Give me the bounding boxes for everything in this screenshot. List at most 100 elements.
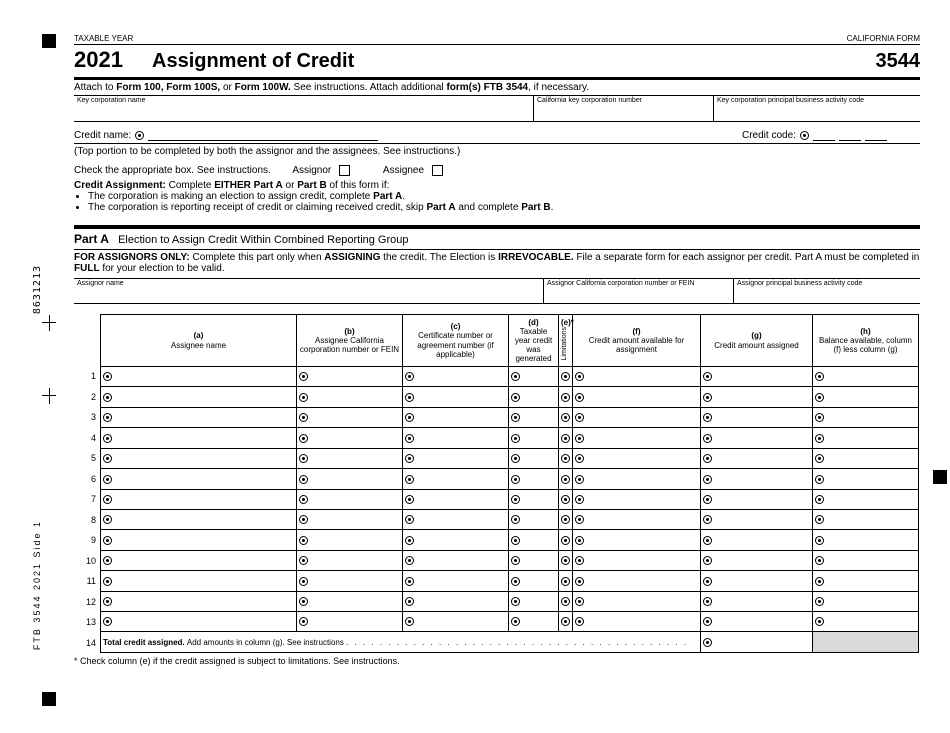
grid-cell[interactable]: [813, 550, 919, 570]
grid-cell[interactable]: [101, 367, 297, 387]
grid-cell[interactable]: [559, 571, 573, 591]
grid-cell[interactable]: [403, 489, 509, 509]
grid-cell[interactable]: [573, 387, 701, 407]
grid-cell[interactable]: [559, 469, 573, 489]
grid-cell[interactable]: [403, 550, 509, 570]
grid-cell[interactable]: [297, 530, 403, 550]
grid-cell[interactable]: [403, 530, 509, 550]
grid-cell[interactable]: [813, 387, 919, 407]
grid-cell[interactable]: [101, 612, 297, 632]
grid-cell[interactable]: [559, 428, 573, 448]
grid-cell[interactable]: [509, 530, 559, 550]
grid-cell[interactable]: [509, 591, 559, 611]
total-value-cell[interactable]: [701, 632, 813, 653]
grid-cell[interactable]: [297, 550, 403, 570]
grid-cell[interactable]: [403, 428, 509, 448]
grid-cell[interactable]: [573, 612, 701, 632]
grid-cell[interactable]: [813, 571, 919, 591]
grid-cell[interactable]: [701, 469, 813, 489]
grid-cell[interactable]: [701, 591, 813, 611]
grid-cell[interactable]: [573, 591, 701, 611]
grid-cell[interactable]: [101, 591, 297, 611]
grid-cell[interactable]: [573, 469, 701, 489]
grid-cell[interactable]: [559, 489, 573, 509]
grid-cell[interactable]: [403, 469, 509, 489]
grid-cell[interactable]: [297, 387, 403, 407]
grid-cell[interactable]: [403, 612, 509, 632]
grid-cell[interactable]: [101, 407, 297, 427]
grid-cell[interactable]: [701, 387, 813, 407]
grid-cell[interactable]: [509, 367, 559, 387]
grid-cell[interactable]: [509, 387, 559, 407]
assignor-activity-cell[interactable]: Assignor principal business activity cod…: [734, 279, 920, 303]
grid-cell[interactable]: [813, 489, 919, 509]
grid-cell[interactable]: [403, 448, 509, 468]
grid-cell[interactable]: [573, 367, 701, 387]
grid-cell[interactable]: [559, 407, 573, 427]
grid-cell[interactable]: [559, 530, 573, 550]
grid-cell[interactable]: [813, 469, 919, 489]
code-segment[interactable]: [839, 129, 861, 141]
grid-cell[interactable]: [509, 448, 559, 468]
grid-cell[interactable]: [297, 428, 403, 448]
grid-cell[interactable]: [297, 612, 403, 632]
key-corp-activity-cell[interactable]: Key corporation principal business activ…: [714, 96, 920, 121]
grid-cell[interactable]: [101, 448, 297, 468]
key-corp-number-cell[interactable]: California key corporation number: [534, 96, 714, 121]
grid-cell[interactable]: [403, 367, 509, 387]
grid-cell[interactable]: [297, 489, 403, 509]
grid-cell[interactable]: [559, 612, 573, 632]
grid-cell[interactable]: [573, 428, 701, 448]
grid-cell[interactable]: [403, 407, 509, 427]
credit-name-underline[interactable]: [148, 129, 378, 141]
grid-cell[interactable]: [573, 448, 701, 468]
grid-cell[interactable]: [101, 387, 297, 407]
grid-cell[interactable]: [101, 509, 297, 529]
grid-cell[interactable]: [101, 469, 297, 489]
assignor-checkbox[interactable]: [339, 165, 350, 176]
grid-cell[interactable]: [573, 571, 701, 591]
grid-cell[interactable]: [101, 550, 297, 570]
grid-cell[interactable]: [573, 530, 701, 550]
grid-cell[interactable]: [403, 509, 509, 529]
grid-cell[interactable]: [297, 407, 403, 427]
grid-cell[interactable]: [813, 428, 919, 448]
grid-cell[interactable]: [813, 591, 919, 611]
grid-cell[interactable]: [701, 530, 813, 550]
grid-cell[interactable]: [101, 571, 297, 591]
grid-cell[interactable]: [559, 367, 573, 387]
grid-cell[interactable]: [573, 407, 701, 427]
grid-cell[interactable]: [701, 407, 813, 427]
grid-cell[interactable]: [701, 571, 813, 591]
grid-cell[interactable]: [559, 550, 573, 570]
grid-cell[interactable]: [573, 489, 701, 509]
code-segment[interactable]: [813, 129, 835, 141]
grid-cell[interactable]: [403, 571, 509, 591]
grid-cell[interactable]: [813, 530, 919, 550]
grid-cell[interactable]: [701, 509, 813, 529]
grid-cell[interactable]: [559, 448, 573, 468]
grid-cell[interactable]: [813, 612, 919, 632]
grid-cell[interactable]: [573, 550, 701, 570]
grid-cell[interactable]: [509, 428, 559, 448]
grid-cell[interactable]: [701, 489, 813, 509]
grid-cell[interactable]: [573, 509, 701, 529]
grid-cell[interactable]: [297, 367, 403, 387]
grid-cell[interactable]: [813, 448, 919, 468]
grid-cell[interactable]: [403, 591, 509, 611]
grid-cell[interactable]: [813, 509, 919, 529]
grid-cell[interactable]: [701, 367, 813, 387]
credit-code-field[interactable]: Credit code:: [694, 129, 887, 141]
grid-cell[interactable]: [101, 530, 297, 550]
grid-cell[interactable]: [297, 509, 403, 529]
assignee-checkbox[interactable]: [432, 165, 443, 176]
grid-cell[interactable]: [559, 509, 573, 529]
grid-cell[interactable]: [509, 489, 559, 509]
grid-cell[interactable]: [813, 367, 919, 387]
grid-cell[interactable]: [509, 571, 559, 591]
grid-cell[interactable]: [297, 469, 403, 489]
grid-cell[interactable]: [509, 469, 559, 489]
assignor-fein-cell[interactable]: Assignor California corporation number o…: [544, 279, 734, 303]
grid-cell[interactable]: [813, 407, 919, 427]
grid-cell[interactable]: [101, 489, 297, 509]
